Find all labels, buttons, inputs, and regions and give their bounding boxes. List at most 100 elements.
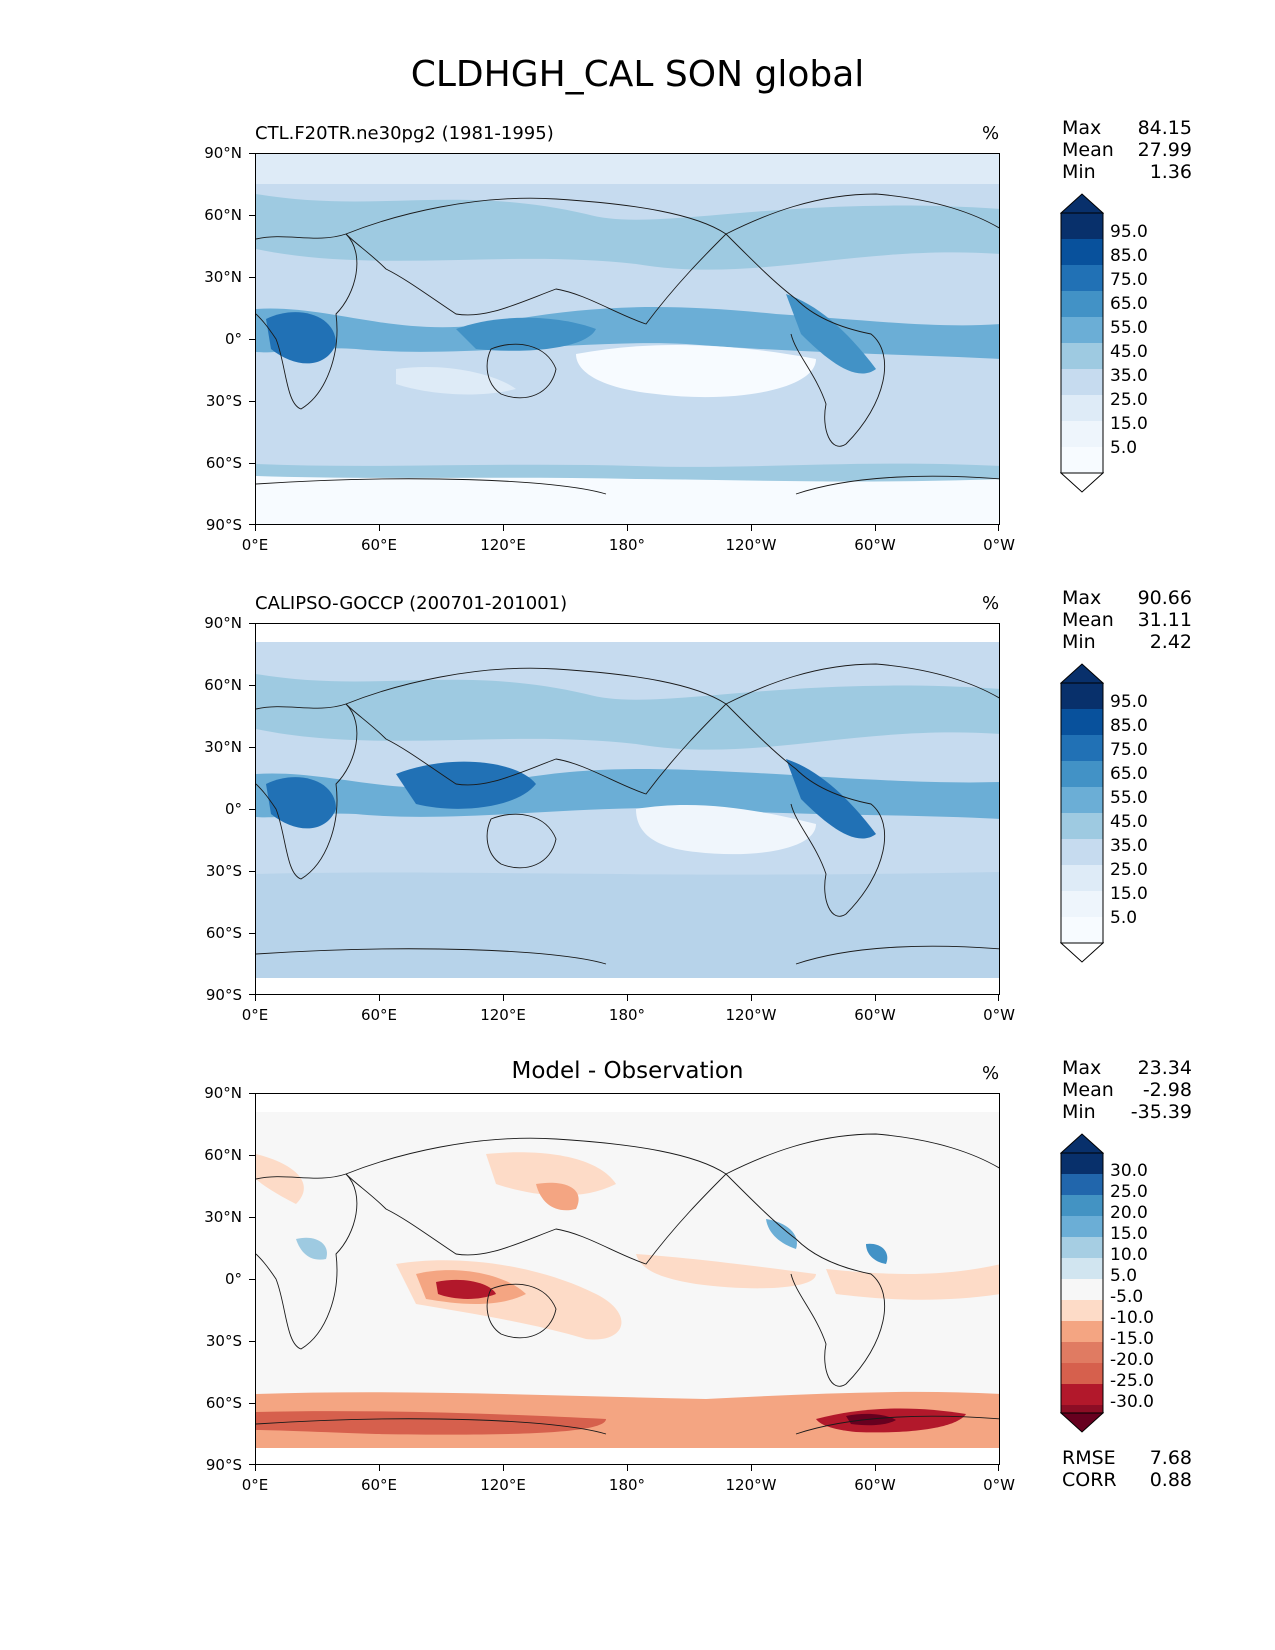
xtick-mark: [627, 1465, 629, 1471]
colorbar-label: 65.0: [1110, 764, 1148, 784]
antarctica-coast: [256, 1415, 999, 1435]
stats-block: Max 90.66 Mean 31.11 Min 2.42: [1062, 587, 1192, 653]
southern-negative-band: [256, 1411, 606, 1435]
colorbar-label: 55.0: [1110, 788, 1148, 808]
xtick-label: 60°E: [360, 1476, 398, 1494]
max-value: 23.34: [1137, 1057, 1192, 1079]
negative-region: [636, 1254, 816, 1289]
arctic-band: [256, 154, 999, 184]
xtick-label: 0°W: [983, 1006, 1015, 1024]
colorbar-label: 15.0: [1110, 1224, 1148, 1244]
xtick-label: 0°W: [983, 536, 1015, 554]
panel-model: CTL.F20TR.ne30pg2 (1981-1995) % 90°N 60: [0, 0, 1275, 554]
xtick-mark: [751, 1465, 753, 1471]
units-label: %: [982, 593, 1000, 614]
ytick-mark: [249, 1093, 255, 1095]
africa-coast: [256, 1173, 358, 1350]
xtick-mark: [875, 525, 877, 531]
ytick-mark: [249, 1341, 255, 1343]
midlat-north-band: [256, 194, 999, 270]
colorbar-bin: [1061, 1321, 1103, 1342]
xtick-label: 180°: [608, 1476, 646, 1494]
colorbar-bin: [1061, 369, 1103, 395]
colorbar-label: 30.0: [1110, 1161, 1148, 1181]
metrics-block: RMSE 7.68 CORR 0.88: [1062, 1447, 1192, 1491]
colorbar-label: 95.0: [1110, 222, 1148, 242]
ytick-mark: [249, 994, 255, 996]
colorbar-bin: [1061, 1258, 1103, 1279]
ytick-mark: [249, 871, 255, 873]
coastlines: [256, 663, 999, 965]
min-value: 1.36: [1149, 161, 1192, 183]
antarctic-band: [256, 472, 999, 524]
southern-field: [256, 872, 999, 978]
xtick-mark: [379, 525, 381, 531]
ytick-label: 60°N: [204, 206, 242, 224]
colorbar-bin: [1061, 735, 1103, 761]
max-label: Max: [1062, 117, 1102, 139]
south-indian-clear: [396, 366, 516, 395]
mean-label: Mean: [1062, 609, 1114, 631]
midlat-north-band: [256, 674, 999, 750]
ytick-mark: [249, 1279, 255, 1281]
colorbar-label: 15.0: [1110, 414, 1148, 434]
positive-region: [766, 1219, 797, 1249]
xtick-label: 120°E: [480, 536, 526, 554]
colorbar-bin: [1061, 1237, 1103, 1258]
xtick-label: 60°E: [360, 1006, 398, 1024]
mean-value: -2.98: [1142, 1079, 1192, 1101]
eurasia-coast: [345, 1137, 727, 1265]
units-label: %: [982, 1063, 1000, 1084]
ytick-mark: [249, 1403, 255, 1405]
colorbar-bin: [1061, 239, 1103, 265]
panel-title: CTL.F20TR.ne30pg2 (1981-1995): [255, 123, 554, 144]
colorbar-label: -25.0: [1110, 1371, 1154, 1391]
colorbar-bin: [1061, 317, 1103, 343]
xtick-mark: [503, 1465, 505, 1471]
ytick-label: 30°S: [205, 1332, 242, 1350]
xtick-mark: [875, 995, 877, 1001]
eurasia-coast: [345, 667, 727, 795]
xtick-mark: [379, 995, 381, 1001]
xtick-label: 120°E: [480, 1006, 526, 1024]
xtick-label: 0°E: [241, 1476, 269, 1494]
xtick-label: 120°W: [725, 1476, 777, 1494]
australia-coast: [486, 1283, 557, 1339]
colorbar-bin: [1061, 865, 1103, 891]
positive-region: [296, 1237, 327, 1260]
ytick-mark: [249, 524, 255, 526]
max-label: Max: [1062, 1057, 1102, 1079]
colorbar-bin: [1061, 1153, 1103, 1174]
americas-coast: [725, 193, 999, 447]
ytick-mark: [249, 153, 255, 155]
xtick-mark: [627, 525, 629, 531]
ytick-label: 30°S: [205, 392, 242, 410]
eurasia-coast: [345, 197, 727, 325]
coastlines: [256, 1133, 999, 1435]
mean-label: Mean: [1062, 139, 1114, 161]
colorbar-label: 95.0: [1110, 692, 1148, 712]
africa-core: [266, 312, 336, 364]
negative-region: [486, 1152, 616, 1196]
xtick-mark: [255, 1465, 257, 1471]
map-field: [256, 624, 999, 994]
ytick-label: 90°N: [204, 1084, 242, 1102]
xtick-mark: [503, 525, 505, 531]
stats-block: Max 84.15 Mean 27.99 Min 1.36: [1062, 117, 1192, 183]
xtick-label: 0°E: [241, 536, 269, 554]
colorbar-bin: [1061, 1384, 1103, 1405]
xtick-label: 120°W: [725, 1006, 777, 1024]
rmse-value: 7.68: [1149, 1447, 1192, 1469]
units-label: %: [982, 123, 1000, 144]
map-difference: [255, 1093, 1000, 1465]
colorbar-bin: [1061, 1405, 1103, 1413]
negative-core: [436, 1279, 496, 1299]
antarctica-coast: [256, 945, 999, 965]
colorbar-bin: [1061, 787, 1103, 813]
southern-negative-core: [846, 1413, 896, 1426]
corr-value: 0.88: [1149, 1469, 1192, 1491]
positive-region: [866, 1243, 888, 1264]
xtick-label: 120°E: [480, 1476, 526, 1494]
xtick-mark: [255, 525, 257, 531]
africa-coast: [256, 703, 358, 880]
